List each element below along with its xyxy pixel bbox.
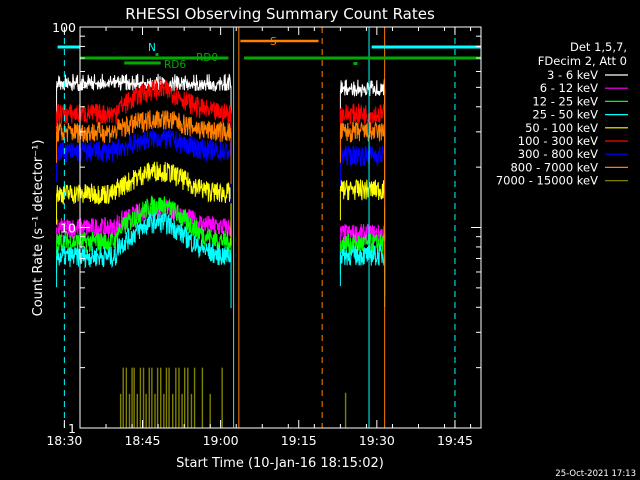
legend-label-5: 100 - 300 keV — [518, 134, 598, 148]
y-axis-label: Count Rate (s⁻¹ detector⁻¹) — [31, 140, 46, 317]
footer-timestamp: 25-Oct-2021 17:13 — [555, 469, 636, 479]
legend-label-0: 3 - 6 keV — [547, 68, 598, 82]
flag-label-N: N — [148, 42, 156, 54]
x-axis-label: Start Time (10-Jan-16 18:15:02) — [176, 456, 384, 471]
series-8 — [119, 367, 347, 428]
legend-label-4: 50 - 100 keV — [525, 121, 598, 135]
series-0-segment-0 — [56, 73, 232, 92]
x-tick-label-3: 19:15 — [281, 433, 317, 448]
x-tick-label-0: 18:30 — [46, 433, 82, 448]
series-4-segment-0 — [56, 161, 232, 205]
series-2 — [56, 194, 386, 296]
series-6-segment-1 — [339, 145, 386, 167]
series-1-segment-0 — [56, 199, 232, 239]
flag-label-RD6: RD6 — [164, 59, 186, 71]
series-3-segment-0 — [56, 212, 232, 269]
flag-RD0-mark — [155, 53, 159, 56]
series-7-segment-1 — [339, 121, 386, 143]
x-tick-label-2: 19:00 — [203, 433, 239, 448]
y-tick-label-1: 10 — [60, 221, 76, 236]
flag-label-RD0: RD0 — [196, 52, 218, 64]
legend-header-line-1: Det 1,5,7, — [570, 40, 627, 54]
series-3-segment-1 — [339, 243, 385, 266]
x-tick-label-4: 19:30 — [359, 433, 395, 448]
flag-layer: N RD0 RD6 S — [57, 36, 481, 71]
series-6-segment-0 — [56, 128, 232, 163]
x-tick-label-5: 19:45 — [437, 433, 473, 448]
y-tick-label-0: 1 — [68, 421, 76, 436]
legend-label-6: 300 - 800 keV — [518, 147, 598, 161]
data-layer — [56, 27, 456, 428]
axes: 18:30 18:45 19:00 19:15 19:30 19:45 1 10 100 — [46, 20, 482, 448]
legend-label-3: 25 - 50 keV — [532, 108, 598, 122]
x-tick-label-1: 18:45 — [124, 433, 160, 448]
legend-label-7: 800 - 7000 keV — [510, 160, 598, 174]
series-5-segment-1 — [339, 103, 386, 125]
chart-title: RHESSI Observing Summary Count Rates — [125, 5, 435, 23]
series-2-segment-1 — [339, 233, 386, 255]
y-tick-label-2: 100 — [52, 20, 76, 35]
series-2-segment-0 — [56, 194, 232, 253]
legend-label-8: 7000 - 15000 keV — [496, 174, 598, 188]
series-1-segment-1 — [339, 223, 386, 245]
series-5-segment-0 — [56, 79, 232, 125]
series-4-segment-1 — [339, 179, 386, 201]
legend-label-1: 6 - 12 keV — [540, 81, 598, 95]
series-0-segment-1 — [339, 79, 386, 98]
flag-label-S: S — [270, 36, 277, 48]
flag-RD6-mark — [353, 62, 358, 65]
series-7-segment-0 — [56, 109, 232, 144]
legend-label-2: 12 - 25 keV — [532, 94, 598, 108]
legend-header-line-2: FDecim 2, Att 0 — [538, 54, 627, 68]
